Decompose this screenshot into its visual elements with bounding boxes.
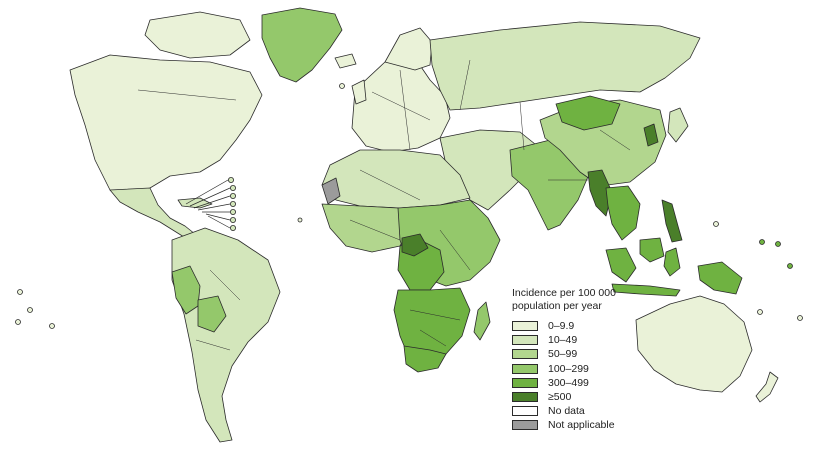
legend-swatch <box>512 406 538 417</box>
region-japan <box>667 107 689 143</box>
region-greenland <box>261 7 343 83</box>
legend-label: 100–299 <box>548 362 589 375</box>
legend-label: 50–99 <box>548 348 578 361</box>
legend-label: ≥500 <box>548 391 572 404</box>
legend-label: 300–499 <box>548 376 589 389</box>
legend-label: No data <box>548 405 585 418</box>
legend-swatch <box>512 335 538 346</box>
legend-item: 100–299 <box>512 362 712 376</box>
region-new-guinea <box>697 261 743 295</box>
region-iceland <box>334 53 357 69</box>
region-caribbean <box>177 197 213 209</box>
legend-label: 10–49 <box>548 334 578 347</box>
small-islands <box>15 83 803 329</box>
region-madagascar <box>473 301 491 341</box>
region-southeast-asia <box>605 185 641 241</box>
region-philippines <box>661 199 683 243</box>
region-indonesia-sulawesi <box>663 247 681 277</box>
region-indonesia-java <box>611 283 681 297</box>
region-korea <box>643 123 659 147</box>
region-mexico-central-america <box>109 187 201 243</box>
region-new-zealand <box>755 371 779 403</box>
legend-label: 0–9.9 <box>548 320 575 333</box>
region-bolivia <box>197 295 227 333</box>
legend-label: Not applicable <box>548 419 615 432</box>
legend-swatch <box>512 392 538 403</box>
region-british-isles <box>351 79 367 105</box>
region-south-africa <box>403 345 447 373</box>
region-indonesia-west <box>605 247 637 283</box>
legend-item: ≥500 <box>512 390 712 404</box>
legend-title-line1: Incidence per 100 000 <box>512 287 616 299</box>
legend-swatch <box>512 363 538 374</box>
region-arctic-islands <box>144 11 251 59</box>
legend-item: 50–99 <box>512 347 712 361</box>
legend-item: 300–499 <box>512 376 712 390</box>
legend-title: Incidence per 100 000 population per yea… <box>512 287 712 313</box>
region-indonesia-borneo <box>639 237 665 263</box>
region-russia <box>429 21 701 111</box>
region-west-africa <box>321 203 411 253</box>
region-north-america <box>69 54 263 201</box>
region-western-sahara <box>321 177 341 205</box>
legend-swatch <box>512 420 538 431</box>
region-australia <box>635 295 753 393</box>
region-central-africa-peak <box>401 233 429 257</box>
legend-item: Not applicable <box>512 418 712 432</box>
legend-item: No data <box>512 404 712 418</box>
legend-rows: 0–9.9 10–49 50–99 100–299 300–499 ≥500 No data… <box>512 319 712 433</box>
region-scandinavia <box>384 27 433 71</box>
legend-title-line2: population per year <box>512 300 602 312</box>
region-south-america <box>171 227 281 443</box>
region-myanmar <box>587 169 613 217</box>
caribbean-leaders <box>185 176 236 231</box>
country-borders <box>137 59 631 351</box>
legend-swatch <box>512 321 538 332</box>
legend-item: 10–49 <box>512 333 712 347</box>
legend-swatch <box>512 349 538 360</box>
legend-item: 0–9.9 <box>512 319 712 333</box>
legend-swatch <box>512 377 538 388</box>
map-legend: Incidence per 100 000 population per yea… <box>512 287 712 433</box>
region-mongolia <box>555 95 621 131</box>
